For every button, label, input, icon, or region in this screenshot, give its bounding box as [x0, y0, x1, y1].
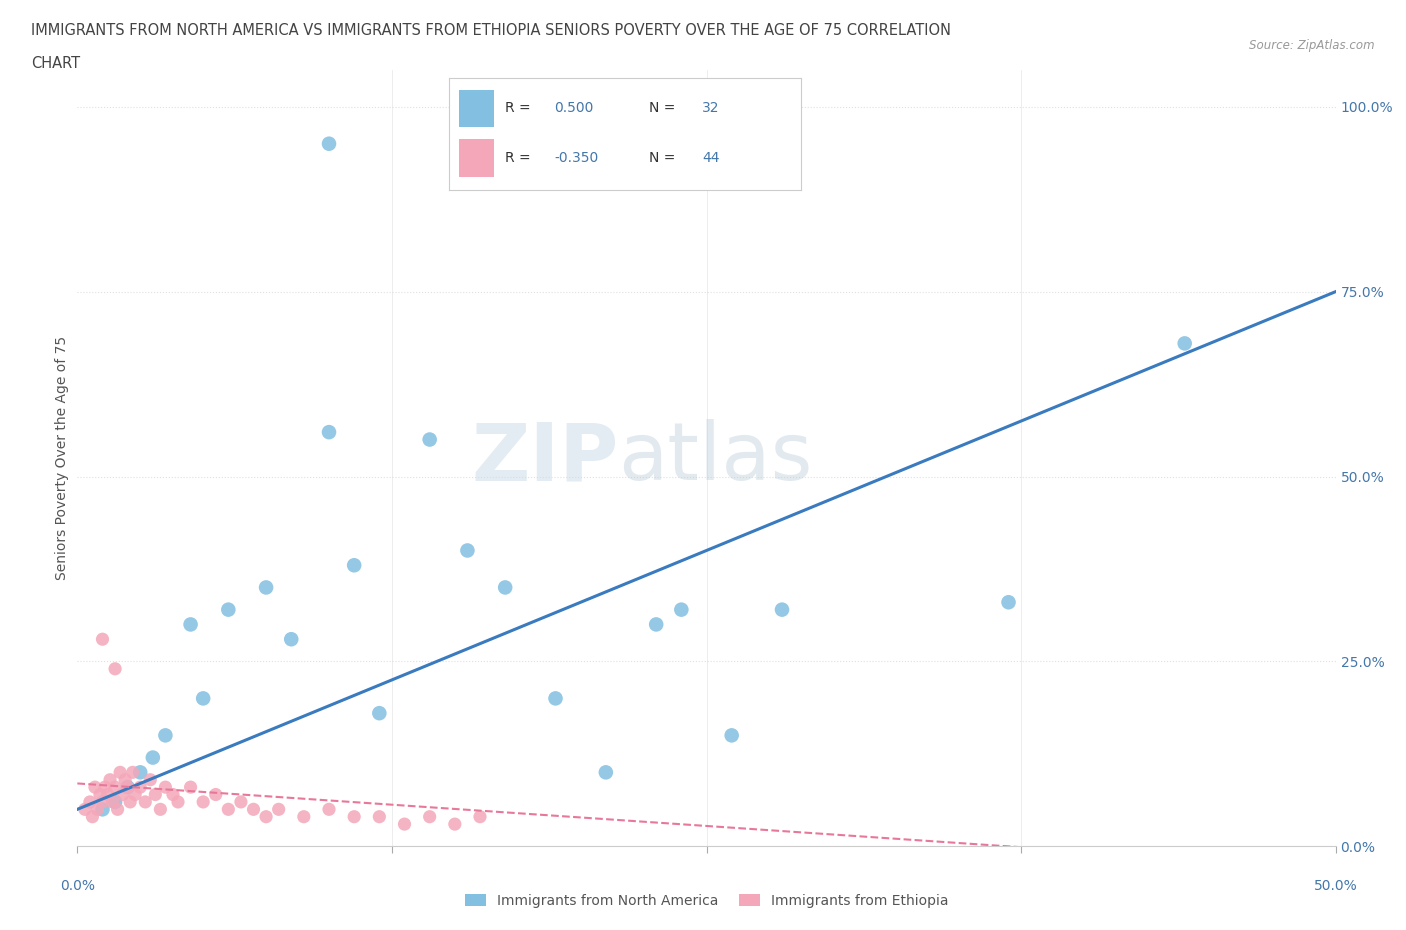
Point — [86, 802, 108, 817]
Point — [645, 617, 668, 631]
Point — [91, 794, 114, 809]
Point — [104, 779, 127, 794]
Point — [91, 802, 114, 817]
Point — [770, 603, 793, 618]
Point — [129, 764, 152, 779]
Text: 0.0%: 0.0% — [60, 879, 94, 893]
Y-axis label: Seniors Poverty Over the Age of 75: Seniors Poverty Over the Age of 75 — [55, 336, 69, 580]
Point — [117, 779, 139, 794]
Point — [129, 779, 152, 794]
Legend: Immigrants from North America, Immigrants from Ethiopia: Immigrants from North America, Immigrant… — [460, 888, 953, 913]
Point — [394, 817, 416, 831]
Point — [84, 779, 107, 794]
Point — [98, 772, 121, 787]
Point — [318, 137, 340, 152]
Point — [104, 794, 127, 809]
Text: ZIP: ZIP — [471, 419, 619, 497]
Text: 50.0%: 50.0% — [1313, 879, 1358, 893]
Point — [720, 728, 742, 743]
Point — [143, 787, 166, 802]
Text: atlas: atlas — [619, 419, 813, 497]
Point — [204, 787, 226, 802]
Point — [167, 794, 190, 809]
Point — [111, 787, 134, 802]
Point — [343, 809, 366, 824]
Point — [292, 809, 315, 824]
Point — [267, 802, 290, 817]
Point — [368, 706, 391, 721]
Point — [280, 631, 302, 646]
Point — [595, 764, 617, 779]
Point — [494, 580, 516, 595]
Point — [544, 691, 567, 706]
Text: Source: ZipAtlas.com: Source: ZipAtlas.com — [1250, 39, 1375, 52]
Point — [456, 543, 478, 558]
Point — [318, 425, 340, 440]
Point — [107, 802, 129, 817]
Text: IMMIGRANTS FROM NORTH AMERICA VS IMMIGRANTS FROM ETHIOPIA SENIORS POVERTY OVER T: IMMIGRANTS FROM NORTH AMERICA VS IMMIGRA… — [31, 23, 950, 38]
Point — [94, 779, 117, 794]
Point — [124, 787, 146, 802]
Point — [101, 794, 124, 809]
Point — [444, 817, 467, 831]
Point — [217, 802, 239, 817]
Text: CHART: CHART — [31, 56, 80, 71]
Point — [997, 595, 1019, 610]
Point — [82, 809, 104, 824]
Point — [229, 794, 252, 809]
Point — [368, 809, 391, 824]
Point — [121, 764, 143, 779]
Point — [419, 432, 441, 447]
Point — [134, 794, 156, 809]
Point — [155, 779, 177, 794]
Point — [149, 802, 172, 817]
Point — [217, 603, 239, 618]
Point — [155, 728, 177, 743]
Point — [104, 661, 127, 676]
Point — [117, 779, 139, 794]
Point — [142, 751, 165, 765]
Point — [114, 772, 136, 787]
Point — [108, 764, 131, 779]
Point — [73, 802, 96, 817]
Point — [468, 809, 491, 824]
Point — [139, 772, 162, 787]
Point — [242, 802, 264, 817]
Point — [120, 794, 142, 809]
Point — [180, 617, 202, 631]
Point — [91, 631, 114, 646]
Point — [1174, 336, 1197, 351]
Point — [180, 779, 202, 794]
Point — [254, 809, 277, 824]
Point — [191, 794, 215, 809]
Point — [318, 802, 340, 817]
Point — [343, 558, 366, 573]
Point — [419, 809, 441, 824]
Point — [79, 794, 101, 809]
Point — [162, 787, 184, 802]
Point — [254, 580, 277, 595]
Point — [96, 787, 118, 802]
Point — [671, 603, 693, 618]
Point — [191, 691, 215, 706]
Point — [89, 787, 111, 802]
